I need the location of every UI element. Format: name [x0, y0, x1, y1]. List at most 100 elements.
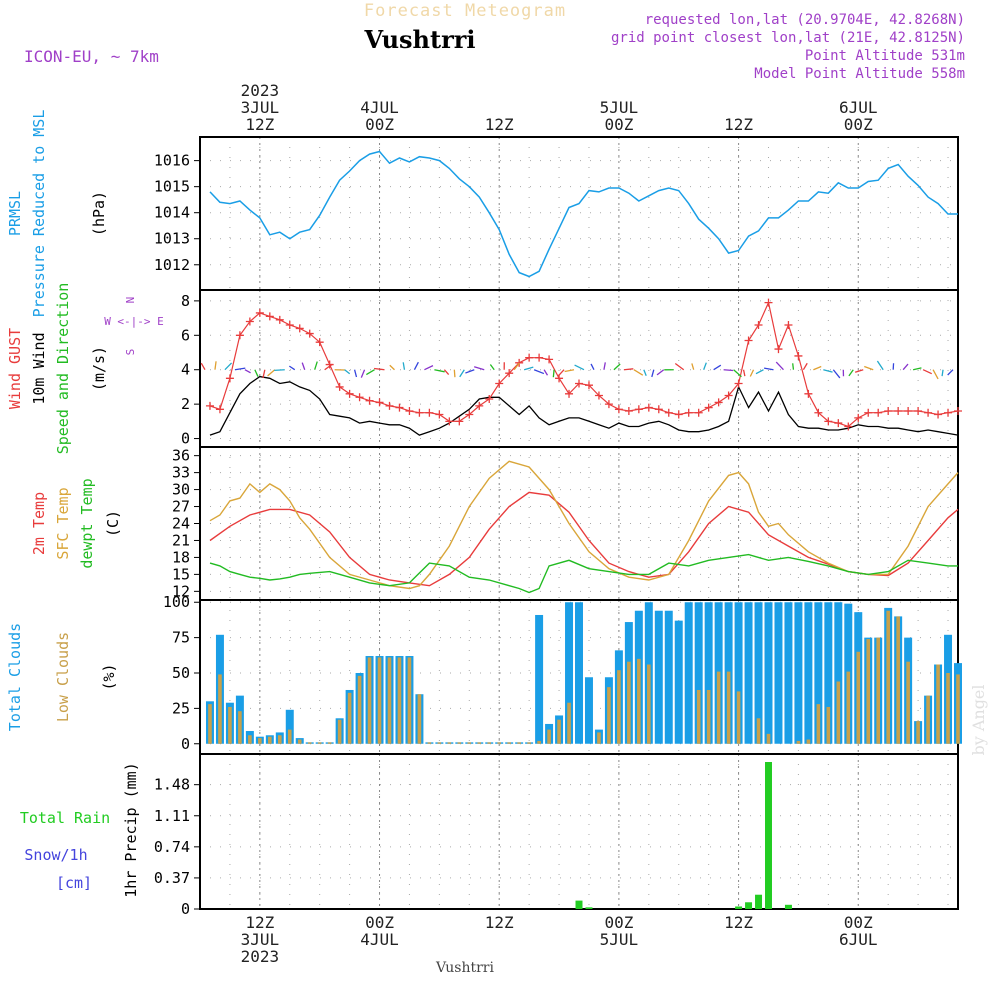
y-tick-label: 18: [172, 548, 190, 566]
y-tick-label: 15: [172, 565, 190, 583]
panel-frame: [200, 290, 958, 447]
gust-marker: [904, 407, 912, 415]
y-tick-label: 21: [172, 531, 190, 549]
gust-marker: [366, 397, 374, 405]
low-cloud-bar: [228, 707, 232, 744]
low-cloud-bar: [886, 611, 890, 744]
gust-marker: [545, 355, 553, 363]
wind-direction-arrow: [923, 370, 932, 374]
wind-direction-arrow: [302, 363, 305, 370]
low-cloud-bar: [797, 741, 801, 744]
gust-marker: [924, 409, 932, 417]
wind-direction-arrow: [724, 370, 733, 371]
wind-direction-arrow: [652, 370, 654, 377]
gust-marker: [535, 354, 543, 362]
low-cloud-bar: [547, 730, 551, 744]
forecast-subtitle: Forecast Meteogram: [364, 1, 566, 21]
gust-marker: [425, 409, 433, 417]
wind-direction-arrow: [877, 361, 883, 370]
low-cloud-bar: [318, 742, 322, 743]
low-cloud-bar: [467, 742, 471, 743]
low-cloud-bar: [876, 638, 880, 744]
low-cloud-bar: [936, 665, 940, 744]
gust-marker: [266, 312, 274, 320]
gust-marker: [296, 324, 304, 332]
y-tick-label: 100: [163, 593, 190, 611]
wind-direction-arrow: [268, 370, 275, 376]
rain-bar: [745, 902, 752, 909]
low-cloud-bar: [208, 704, 212, 744]
gridpoint-coords: grid point closest lon,lat (21E, 42.8125…: [611, 30, 965, 46]
wind-direction-arrow: [734, 370, 742, 377]
wind-direction-arrow: [414, 362, 418, 370]
wind-direction-arrow: [215, 361, 216, 369]
y-tick-label: 33: [172, 464, 190, 482]
wind-direction-arrow: [274, 370, 284, 371]
y-tick-label: 1.48: [154, 776, 190, 794]
left-label: Speed and Direction: [54, 283, 72, 455]
left-label: SFC Temp: [54, 487, 72, 559]
low-cloud-bar: [268, 737, 272, 744]
wind-direction-arrow: [942, 370, 943, 376]
gust-marker: [765, 299, 773, 307]
top-time-label: 12Z: [724, 115, 753, 134]
gust-marker: [804, 390, 812, 398]
bottom-time-label: 4JUL: [360, 930, 399, 949]
wind-direction-arrow: [903, 364, 908, 370]
low-cloud-bar: [428, 742, 432, 743]
low-cloud-bar: [707, 690, 711, 744]
gust-marker: [236, 331, 244, 339]
compass-we: W <-|-> E: [104, 315, 164, 328]
wind-direction-arrow: [855, 370, 863, 373]
wind-direction-arrow: [289, 366, 294, 370]
gust-marker: [635, 405, 643, 413]
y-tick-label: 8: [181, 292, 190, 310]
low-cloud-bar: [438, 742, 442, 743]
low-cloud-bar: [856, 652, 860, 744]
y-axis-unit: (%): [100, 663, 118, 690]
low-cloud-bar: [218, 674, 222, 743]
compass-north: N: [124, 297, 137, 304]
total-cloud-bar: [575, 602, 583, 744]
left-label: Low Clouds: [54, 632, 72, 722]
y-tick-label: 2: [181, 395, 190, 413]
low-cloud-bar: [906, 662, 910, 744]
wind-direction-arrow: [692, 363, 694, 369]
total-cloud-bar: [784, 602, 792, 744]
low-cloud-bar: [637, 659, 641, 744]
left-label: Snow/1h: [24, 846, 87, 864]
gust-marker: [685, 409, 693, 417]
wind-direction-arrow: [833, 370, 840, 378]
gust-marker: [206, 402, 214, 410]
low-cloud-bar: [627, 662, 631, 744]
gust-marker: [415, 409, 423, 417]
low-cloud-bar: [557, 720, 561, 744]
left-label: Total Rain: [20, 809, 110, 827]
y-tick-label: 0: [181, 735, 190, 753]
low-cloud-bar: [388, 657, 392, 743]
gust-marker: [525, 354, 533, 362]
panel-frame: [200, 754, 958, 909]
low-cloud-bar: [717, 672, 721, 744]
gust-marker: [485, 395, 493, 403]
left-label: 2m Temp: [30, 492, 48, 555]
y-tick-label: 1016: [154, 152, 190, 170]
wind-direction-arrow: [474, 367, 484, 370]
gust-marker: [615, 405, 623, 413]
rain-bar: [765, 762, 772, 909]
y-tick-label: 0: [181, 900, 190, 918]
gust-marker: [954, 407, 962, 415]
low-cloud-bar: [846, 672, 850, 744]
y-tick-label: 0.37: [154, 869, 190, 887]
low-cloud-bar: [298, 740, 302, 744]
gust-marker: [934, 410, 942, 418]
low-cloud-bar: [737, 691, 741, 743]
total-cloud-bar: [745, 602, 753, 744]
gust-marker: [834, 419, 842, 427]
gust-marker: [864, 409, 872, 417]
total-cloud-bar: [765, 602, 773, 744]
